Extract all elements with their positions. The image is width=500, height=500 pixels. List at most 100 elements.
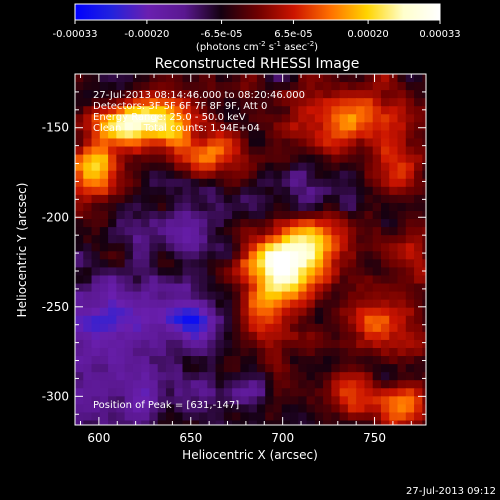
heatmap-cell: [256, 259, 266, 269]
heatmap-cell: [83, 323, 93, 333]
heatmap-cell: [273, 154, 283, 164]
heatmap-cell: [364, 331, 374, 341]
heatmap-cell: [124, 106, 134, 115]
heatmap-cell: [298, 251, 308, 260]
heatmap-cell: [165, 186, 175, 196]
heatmap-cell: [314, 251, 324, 260]
heatmap-cell: [356, 227, 366, 236]
heatmap-cell: [232, 267, 241, 277]
heatmap-cell: [116, 138, 126, 148]
heatmap-cell: [149, 404, 159, 414]
heatmap-cell: [116, 267, 126, 277]
heatmap-cell: [281, 138, 291, 148]
heatmap-cell: [331, 283, 341, 293]
heatmap-cell: [290, 323, 299, 333]
heatmap-cell: [75, 74, 84, 83]
heatmap-cell: [215, 186, 225, 196]
heatmap-cell: [240, 259, 250, 269]
heatmap-cell: [165, 170, 175, 180]
heatmap-cell: [314, 114, 324, 123]
heatmap-cell: [314, 267, 324, 277]
heatmap-cell: [199, 162, 208, 172]
heatmap-cell: [124, 186, 134, 196]
heatmap-cell: [347, 90, 357, 99]
heatmap-cell: [256, 162, 266, 172]
heatmap-cell: [190, 170, 200, 180]
heatmap-cell: [215, 227, 225, 236]
heatmap-cell: [223, 404, 233, 414]
heatmap-cell: [256, 98, 266, 107]
heatmap-cell: [75, 114, 84, 123]
heatmap-cell: [290, 404, 299, 414]
heatmap-cell: [132, 82, 142, 91]
footer-timestamp: 27-Jul-2013 09:12: [406, 486, 496, 497]
heatmap-cell: [339, 227, 349, 236]
heatmap-cell: [240, 130, 250, 140]
heatmap-cell: [232, 356, 241, 365]
heatmap-cell: [215, 331, 225, 341]
heatmap-cell: [356, 106, 366, 115]
heatmap-cell: [256, 331, 266, 341]
heatmap-cell: [323, 275, 332, 285]
heatmap-cell: [356, 235, 366, 244]
heatmap-cell: [265, 291, 275, 301]
heatmap-cell: [273, 194, 283, 204]
heatmap-image: [75, 74, 426, 425]
heatmap-cell: [314, 388, 324, 397]
heatmap-cell: [207, 323, 217, 333]
heatmap-cell: [323, 364, 332, 373]
heatmap-cell: [306, 356, 316, 365]
heatmap-cell: [306, 412, 316, 422]
heatmap-cell: [397, 106, 407, 115]
heatmap-cell: [132, 339, 142, 349]
heatmap-cell: [314, 347, 324, 357]
heatmap-cell: [240, 114, 250, 123]
heatmap-cell: [108, 130, 117, 140]
heatmap-cell: [190, 90, 200, 99]
heatmap-cell: [314, 90, 324, 99]
heatmap-cell: [165, 356, 175, 365]
heatmap-cell: [339, 251, 349, 260]
heatmap-cell: [149, 146, 159, 156]
heatmap-cell: [306, 275, 316, 285]
heatmap-cell: [141, 227, 151, 236]
heatmap-cell: [141, 339, 151, 349]
heatmap-cell: [298, 404, 308, 414]
heatmap-cell: [141, 412, 151, 422]
heatmap-cell: [265, 315, 275, 325]
heatmap-cell: [83, 162, 93, 172]
heatmap-cell: [364, 283, 374, 293]
heatmap-cell: [232, 130, 241, 140]
heatmap-cell: [174, 331, 184, 341]
heatmap-cell: [372, 98, 382, 107]
heatmap-cell: [75, 372, 84, 381]
heatmap-cell: [174, 178, 184, 188]
heatmap-cell: [248, 420, 258, 425]
heatmap-cell: [199, 130, 208, 140]
annotations: 27-Jul-2013 08:14:46.000 to 08:20:46.000…: [93, 90, 305, 411]
heatmap-cell: [215, 339, 225, 349]
heatmap-cell: [265, 138, 275, 148]
heatmap-cell: [422, 315, 426, 325]
heatmap-cell: [323, 396, 332, 406]
heatmap-cell: [157, 90, 167, 99]
heatmap-cell: [99, 267, 109, 277]
heatmap-cell: [372, 138, 382, 148]
heatmap-cell: [306, 388, 316, 397]
heatmap-cell: [108, 106, 117, 115]
heatmap-cell: [223, 307, 233, 317]
heatmap-cell: [91, 146, 101, 156]
heatmap-cell: [91, 299, 101, 309]
heatmap-cell: [347, 162, 357, 172]
heatmap-cell: [190, 106, 200, 115]
heatmap-cell: [83, 219, 93, 228]
heatmap-cell: [248, 291, 258, 301]
heatmap-cell: [116, 243, 126, 252]
heatmap-cell: [389, 259, 399, 269]
heatmap-cell: [298, 170, 308, 180]
heatmap-cell: [290, 122, 299, 132]
heatmap-cell: [405, 114, 415, 123]
heatmap-cell: [83, 299, 93, 309]
heatmap-cell: [422, 283, 426, 293]
heatmap-cell: [83, 243, 93, 252]
